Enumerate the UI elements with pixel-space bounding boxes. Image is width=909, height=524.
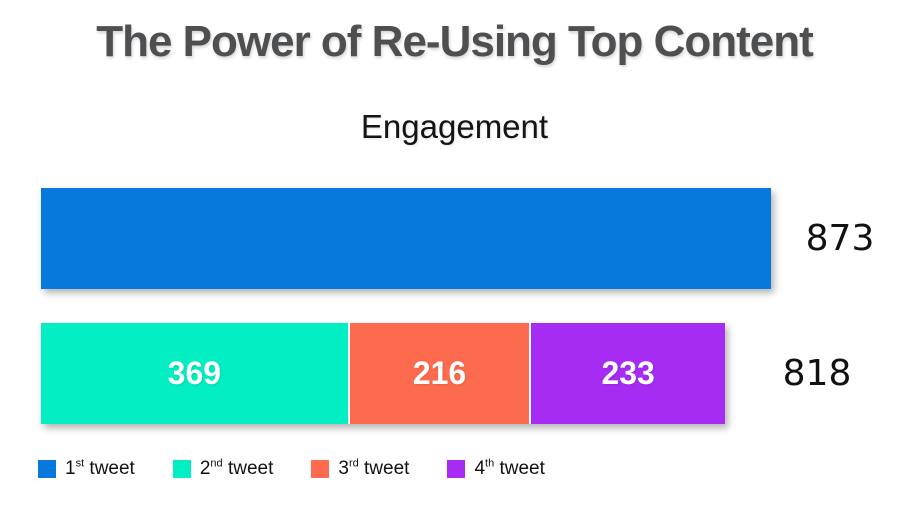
legend-swatch-icon [172, 459, 191, 478]
legend-label: 2nd tweet [199, 457, 274, 479]
bar-row: 873 [41, 187, 909, 289]
legend-item-3rd-tweet: 3rd tweet [311, 458, 409, 480]
segment-value-label: 369 [167, 354, 222, 391]
legend-label: 4th tweet [474, 457, 545, 479]
legend-swatch-icon [38, 459, 56, 478]
row-total-area: 873 [771, 218, 909, 259]
row-total-value: 818 [782, 352, 852, 394]
legend-item-2nd-tweet: 2nd tweet [172, 457, 274, 480]
bar-row: 369 216 233 818 [41, 322, 909, 424]
chart-legend: 1st tweet 2nd tweet 3rd tweet 4th tweet [38, 458, 909, 480]
legend-item-4th-tweet: 4th tweet [447, 457, 545, 480]
page-title: The Power of Re-Using Top Content [96, 17, 814, 66]
segment-value-label: 233 [601, 354, 655, 391]
bar-segment-1st-tweet [41, 187, 771, 289]
bar-segment-3rd-tweet: 216 [349, 322, 530, 424]
chart-title: Engagement [360, 108, 549, 145]
legend-swatch-icon [447, 459, 466, 478]
bar-chart: 873 369 216 233 818 [41, 187, 909, 424]
stacked-bar [41, 187, 771, 289]
legend-item-1st-tweet: 1st tweet [38, 458, 135, 480]
row-total-value: 873 [805, 217, 875, 259]
legend-label: 1st tweet [65, 457, 135, 479]
legend-swatch-icon [311, 459, 330, 478]
legend-label: 3rd tweet [338, 457, 410, 479]
segment-value-label: 216 [412, 354, 467, 391]
bar-segment-4th-tweet: 233 [531, 322, 725, 424]
stacked-bar: 369 216 233 [41, 322, 725, 424]
bar-segment-2nd-tweet: 369 [41, 322, 348, 424]
row-total-area: 818 [725, 353, 909, 394]
